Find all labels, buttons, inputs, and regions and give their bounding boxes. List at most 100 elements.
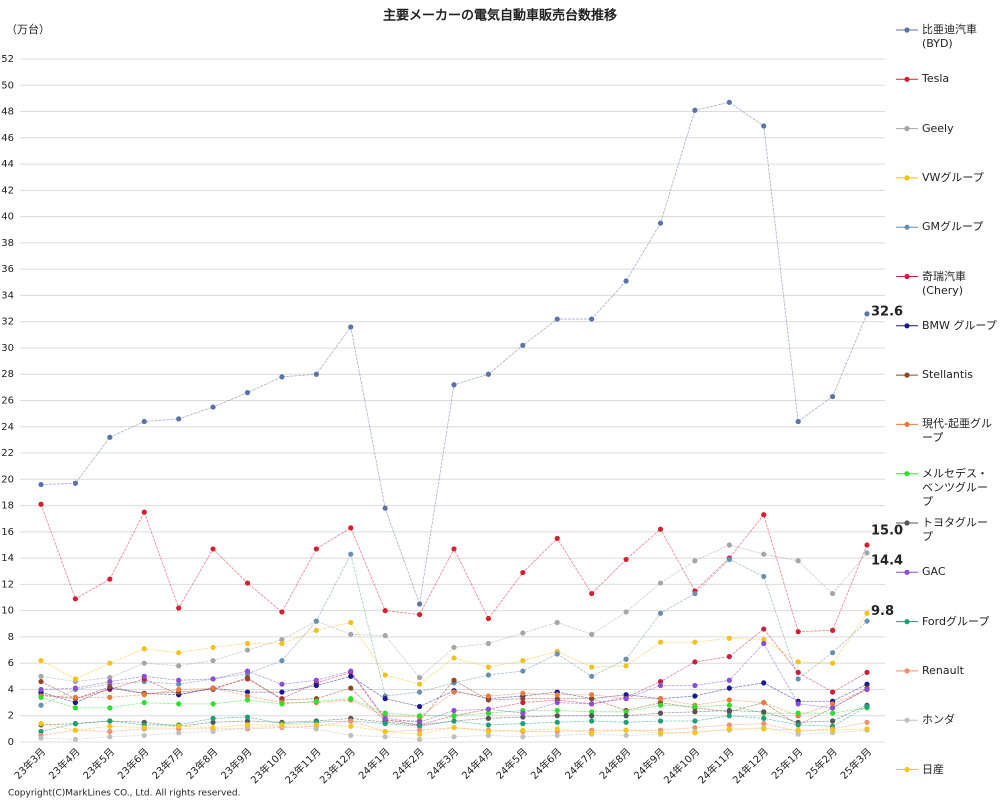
data-point xyxy=(485,722,492,728)
data-point xyxy=(761,721,767,727)
x-tick-label: 23年6月 xyxy=(115,745,152,782)
legend-marker xyxy=(904,569,910,575)
data-point xyxy=(416,689,423,695)
legend-label: VWグループ xyxy=(922,170,984,184)
data-point xyxy=(244,390,251,396)
data-point xyxy=(210,728,216,735)
data-point xyxy=(485,697,492,703)
data-point xyxy=(589,316,595,322)
data-point xyxy=(726,697,732,703)
data-point xyxy=(589,713,595,719)
data-point xyxy=(692,718,698,724)
data-point xyxy=(795,731,801,737)
data-point xyxy=(623,609,629,615)
data-point xyxy=(416,703,423,710)
data-point xyxy=(520,699,526,706)
legend-label: BMW グループ xyxy=(922,318,997,332)
data-point xyxy=(279,722,285,728)
data-point xyxy=(554,726,560,732)
data-point xyxy=(451,655,457,661)
data-point xyxy=(864,726,870,732)
data-point xyxy=(554,699,560,706)
data-point xyxy=(210,676,216,682)
data-point xyxy=(416,611,423,618)
data-point xyxy=(141,673,147,679)
x-tick-label: 23年9月 xyxy=(218,745,255,782)
data-point xyxy=(657,639,664,645)
data-point xyxy=(451,707,457,714)
copyright: Copyright(C)MarkLines CO., Ltd. All righ… xyxy=(8,789,240,799)
data-point xyxy=(72,705,79,711)
data-point xyxy=(485,706,492,712)
data-point xyxy=(348,723,354,729)
data-point xyxy=(176,650,182,656)
data-point xyxy=(451,689,457,695)
data-point xyxy=(176,605,182,611)
data-point xyxy=(520,569,526,576)
data-point xyxy=(313,677,319,683)
data-point xyxy=(38,735,44,741)
x-tick-label: 23年8月 xyxy=(183,745,220,782)
data-point xyxy=(107,705,113,711)
data-point xyxy=(313,627,319,633)
data-label: 15.0 xyxy=(871,523,903,538)
data-point xyxy=(726,99,732,105)
data-point xyxy=(657,526,664,532)
data-point xyxy=(279,640,285,647)
y-tick-label: 42 xyxy=(1,185,14,196)
x-tick-label: 24年11月 xyxy=(695,745,736,786)
y-tick-label: 50 xyxy=(1,80,14,91)
y-tick-label: 26 xyxy=(1,396,14,407)
data-point xyxy=(726,702,732,708)
data-point xyxy=(141,732,147,739)
data-point xyxy=(244,675,251,681)
data-point xyxy=(623,713,629,719)
data-point xyxy=(657,710,664,716)
data-point xyxy=(485,371,492,377)
y-tick-label: 14 xyxy=(1,553,14,564)
data-point xyxy=(589,696,595,702)
data-point xyxy=(451,546,457,552)
x-tick-label: 23年7月 xyxy=(149,745,186,782)
data-point xyxy=(623,556,629,563)
data-point xyxy=(623,278,629,284)
y-tick-label: 34 xyxy=(1,290,14,301)
data-point xyxy=(210,701,216,707)
data-point xyxy=(485,710,492,716)
data-point xyxy=(38,657,44,664)
data-point xyxy=(176,723,182,729)
legend-marker xyxy=(904,175,910,181)
data-point xyxy=(829,701,836,707)
data-point xyxy=(829,705,836,711)
data-point xyxy=(451,713,457,719)
data-point xyxy=(692,107,698,113)
data-point xyxy=(726,722,732,728)
data-point xyxy=(554,692,560,698)
data-point xyxy=(554,713,560,719)
data-point xyxy=(313,682,319,689)
data-point xyxy=(726,707,732,714)
y-tick-label: 2 xyxy=(8,711,14,722)
data-point xyxy=(107,434,113,440)
data-point xyxy=(692,693,698,699)
data-point xyxy=(795,659,801,665)
data-point xyxy=(348,631,354,637)
data-point xyxy=(589,692,595,698)
data-point xyxy=(279,701,285,707)
data-point xyxy=(623,663,629,669)
data-point xyxy=(657,678,664,685)
data-point xyxy=(623,656,629,662)
data-point xyxy=(382,608,388,614)
data-point xyxy=(107,684,113,690)
data-point xyxy=(38,678,44,685)
x-tick-label: 24年6月 xyxy=(528,745,565,782)
data-point xyxy=(107,723,113,729)
x-tick-label: 24年12月 xyxy=(730,745,771,786)
y-tick-label: 40 xyxy=(1,212,14,223)
data-point xyxy=(451,718,457,724)
data-point xyxy=(520,630,526,636)
data-point xyxy=(210,724,216,731)
data-point xyxy=(692,709,698,715)
data-point xyxy=(72,736,79,742)
legend-label: GAC xyxy=(922,565,946,579)
